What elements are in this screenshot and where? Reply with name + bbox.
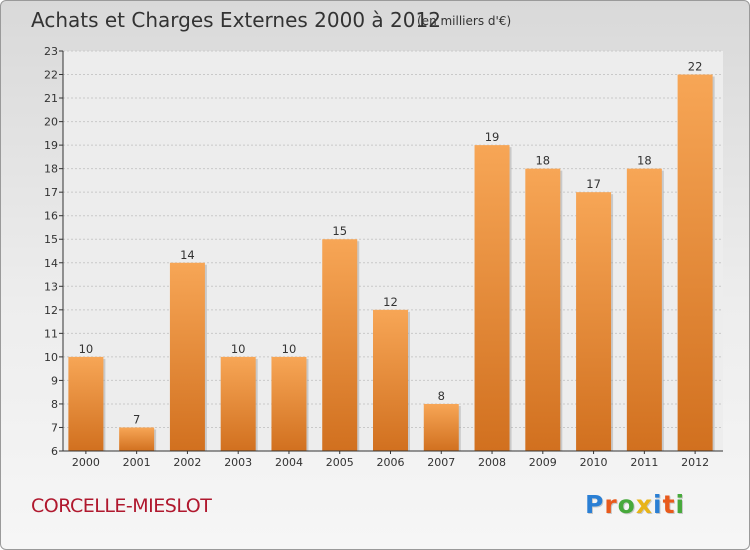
- x-tick-label: 2009: [529, 456, 557, 469]
- logo-letter: o: [617, 490, 636, 519]
- bar-value-label: 10: [282, 342, 297, 356]
- y-tick-label: 6: [51, 445, 58, 458]
- x-tick-label: 2002: [173, 456, 201, 469]
- bar: [271, 356, 307, 451]
- bar-value-label: 10: [231, 342, 246, 356]
- bar-value-label: 8: [438, 389, 445, 403]
- data-labels: 10 7 14 10 10 15 12 8 19 18 17 18 22: [79, 60, 703, 427]
- bar: [525, 168, 561, 451]
- x-tick-label: 2005: [326, 456, 354, 469]
- y-tick-label: 13: [44, 280, 58, 293]
- y-tick-label: 19: [44, 139, 58, 152]
- bar: [220, 356, 256, 451]
- chart-subtitle: (en milliers d'€): [417, 14, 512, 28]
- x-tick-label: 2000: [72, 456, 100, 469]
- y-tick-label: 16: [44, 210, 58, 223]
- logo-letter: t: [662, 490, 676, 519]
- logo-letter: i: [653, 490, 663, 519]
- bar-value-label: 18: [637, 154, 652, 168]
- x-tick-label: 2007: [427, 456, 455, 469]
- logo-letter: i: [675, 490, 686, 519]
- bar-value-label: 10: [79, 342, 94, 356]
- bars: [68, 74, 715, 452]
- bar-value-label: 14: [180, 248, 195, 262]
- y-tick-label: 8: [51, 398, 58, 411]
- x-tick-label: 2003: [224, 456, 252, 469]
- proxiti-logo: Proxiti: [585, 490, 685, 519]
- y-tick-label: 14: [44, 257, 58, 270]
- y-tick-label: 11: [44, 327, 58, 340]
- bar-value-label: 22: [688, 60, 703, 74]
- y-tick-label: 18: [44, 163, 58, 176]
- commune-name: CORCELLE-MIESLOT: [31, 495, 212, 517]
- y-tick-label: 20: [44, 116, 58, 129]
- bar: [119, 427, 155, 451]
- x-tick-label: 2006: [377, 456, 405, 469]
- bar-value-label: 17: [586, 177, 601, 191]
- bar: [576, 192, 612, 452]
- y-tick-label: 10: [44, 351, 58, 364]
- bar-value-label: 12: [383, 295, 398, 309]
- bar-value-label: 18: [535, 154, 550, 168]
- y-tick-label: 7: [51, 421, 58, 434]
- bar: [68, 356, 104, 451]
- bar-value-label: 7: [133, 412, 140, 426]
- x-tick-label: 2010: [580, 456, 608, 469]
- logo-letter: r: [604, 490, 618, 519]
- y-tick-label: 9: [51, 374, 58, 387]
- x-tick-label: 2012: [681, 456, 709, 469]
- y-tick-label: 21: [44, 92, 58, 105]
- bar: [474, 145, 510, 451]
- bar: [169, 262, 205, 451]
- bar: [626, 168, 662, 451]
- logo-letter: x: [635, 490, 653, 519]
- y-tick-label: 12: [44, 304, 58, 317]
- x-tick-label: 2008: [478, 456, 506, 469]
- logo-letter: P: [585, 490, 605, 519]
- bar-value-label: 19: [485, 130, 500, 144]
- y-tick-label: 15: [44, 233, 58, 246]
- bar: [423, 403, 459, 451]
- y-tick-label: 17: [44, 186, 58, 199]
- axes: [62, 51, 723, 454]
- x-tick-label: 2011: [630, 456, 658, 469]
- chart-title: Achats et Charges Externes 2000 à 2012: [31, 8, 441, 32]
- x-tick-label: 2001: [123, 456, 151, 469]
- bar: [677, 74, 713, 451]
- y-ticks: 6 7 8 9 10 11 12 13 14 15 16 17 18 19 20 21 22 23: [44, 45, 63, 458]
- y-tick-label: 23: [44, 45, 58, 58]
- bar: [373, 309, 408, 451]
- bar: [322, 239, 358, 451]
- x-tick-labels: 2000 2001 2002 2003 2004 2005 2006 2007 2008 2009…: [72, 456, 709, 469]
- x-tick-label: 2004: [275, 456, 303, 469]
- bar-value-label: 15: [332, 224, 347, 238]
- y-tick-label: 22: [44, 69, 58, 82]
